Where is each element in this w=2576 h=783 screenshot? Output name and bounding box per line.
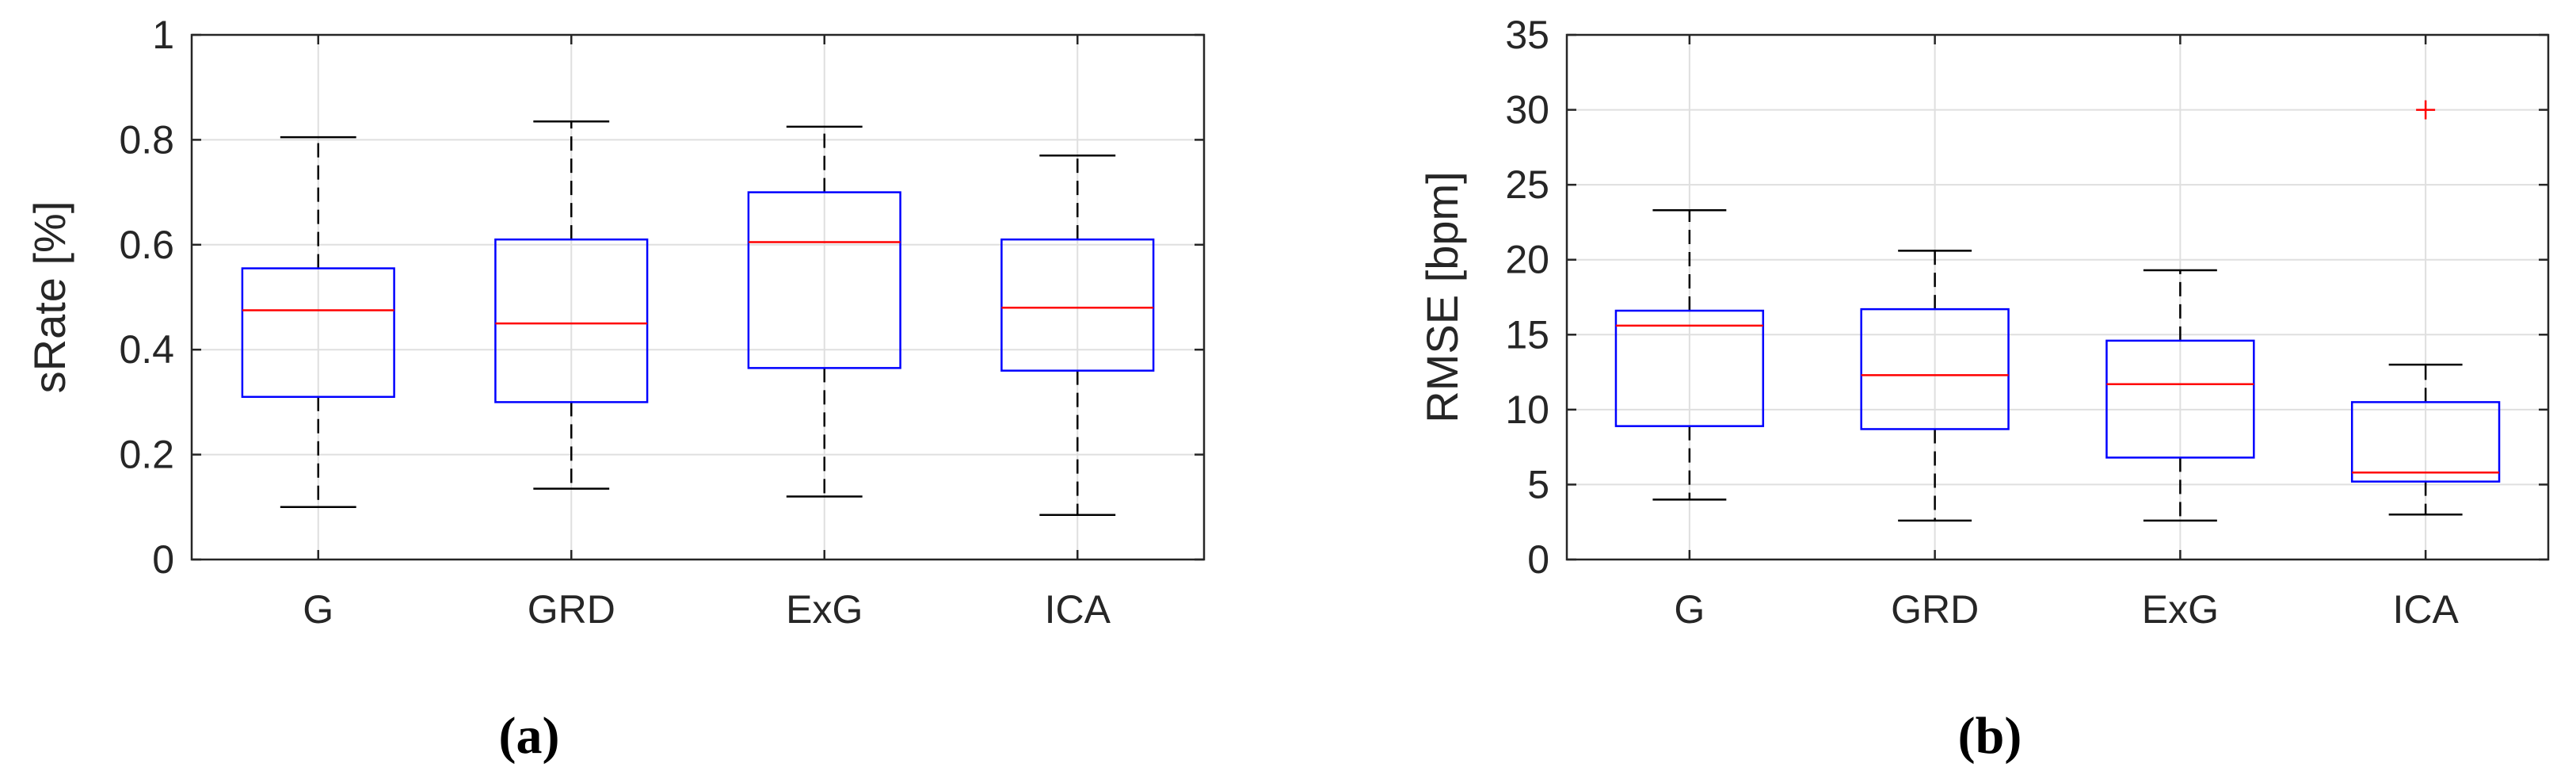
y-tick-label: 10 bbox=[1505, 388, 1549, 432]
x-tick-label: G bbox=[303, 587, 333, 632]
y-axis-label: sRate [%] bbox=[25, 201, 74, 394]
y-tick-label: 0 bbox=[1527, 537, 1549, 582]
y-tick-label: 15 bbox=[1505, 312, 1549, 357]
plot-frame bbox=[1565, 33, 2550, 561]
panel-label: (b) bbox=[1958, 707, 2022, 765]
y-axis-label: RMSE [bpm] bbox=[1417, 171, 1467, 422]
y-tick-label: 0.6 bbox=[119, 223, 174, 267]
y-tick-label: 0.4 bbox=[119, 327, 174, 372]
y-tick-label: 0 bbox=[152, 537, 174, 582]
y-tick-label: 30 bbox=[1505, 88, 1549, 132]
chart-b: 0 5 10 15 20 25 30 35 G GRD ExG ICA RMSE [bpm] (b) bbox=[1417, 13, 2550, 765]
box-GRD bbox=[1860, 307, 2010, 430]
x-tick-label: ICA bbox=[1045, 587, 1111, 632]
box-G bbox=[1614, 309, 1765, 427]
y-tick-label: 35 bbox=[1505, 13, 1549, 57]
x-tick-label: ICA bbox=[2392, 587, 2459, 632]
chart-a: 0 0.2 0.4 0.6 0.8 1 G GRD ExG ICA sRate [%] (a) bbox=[25, 13, 1206, 765]
box-ExG bbox=[747, 191, 901, 369]
box-GRD bbox=[494, 238, 649, 403]
y-tick-label: 1 bbox=[152, 13, 174, 57]
plot-frame bbox=[190, 33, 1206, 561]
y-tick-label: 0.8 bbox=[119, 117, 174, 162]
box-ExG bbox=[2105, 339, 2255, 459]
box-ICA bbox=[1000, 238, 1155, 372]
x-tick-label: GRD bbox=[528, 587, 615, 632]
x-tick-label: G bbox=[1674, 587, 1705, 632]
box-G bbox=[241, 267, 395, 399]
panel-label: (a) bbox=[499, 707, 560, 765]
x-tick-label: GRD bbox=[1891, 587, 1979, 632]
x-tick-label: ExG bbox=[786, 587, 863, 632]
x-tick-label: ExG bbox=[2142, 587, 2219, 632]
y-tick-label: 5 bbox=[1527, 462, 1549, 506]
y-tick-label: 0.2 bbox=[119, 433, 174, 477]
y-tick-label: 25 bbox=[1505, 162, 1549, 207]
box-ICA bbox=[2350, 401, 2501, 483]
y-tick-label: 20 bbox=[1505, 238, 1549, 282]
